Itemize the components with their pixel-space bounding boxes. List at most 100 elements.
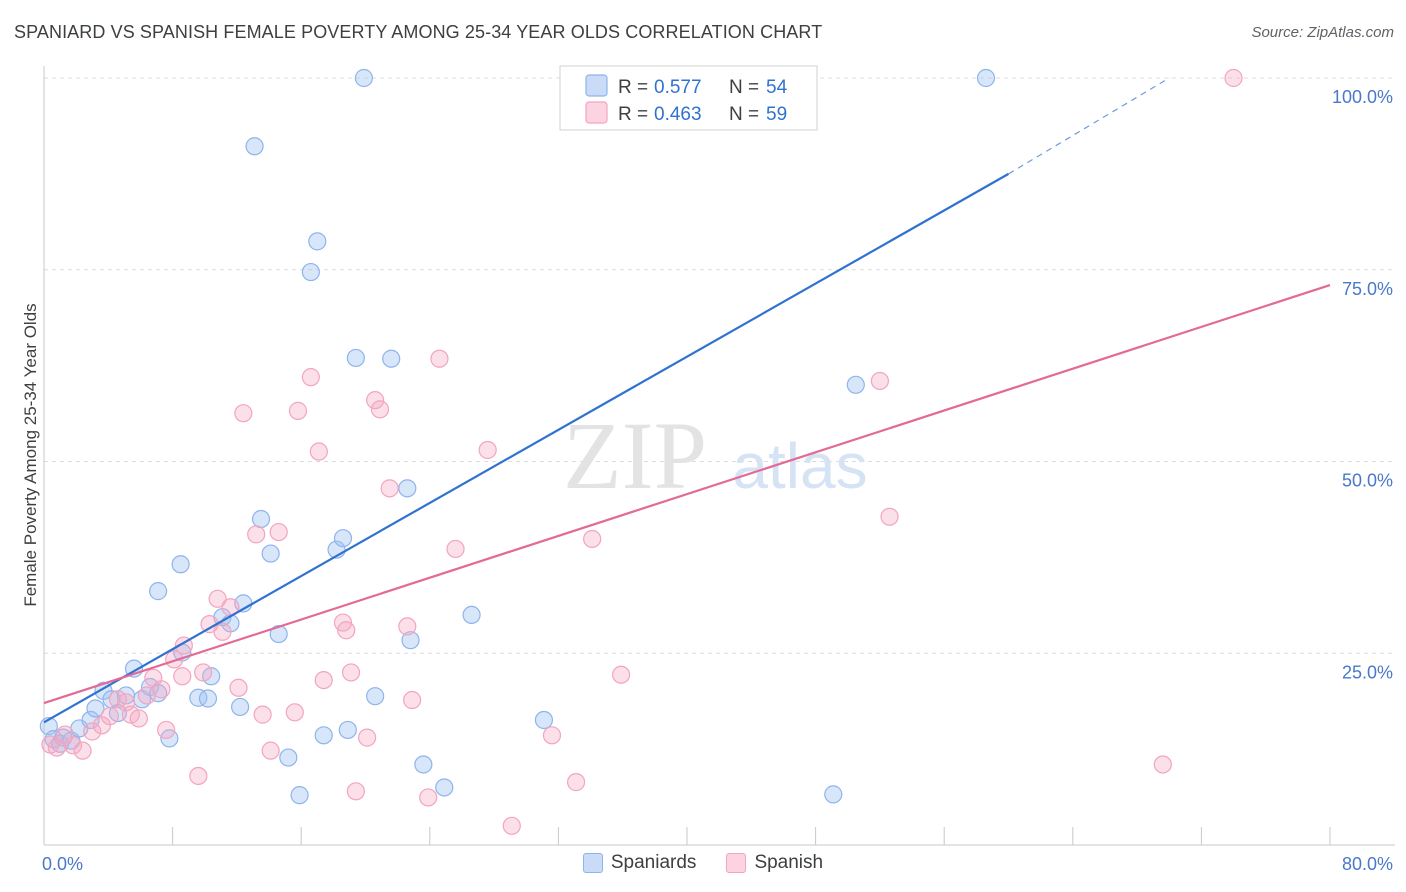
stats-r-value-1: 0.463 — [654, 104, 702, 125]
spanish-point-16 — [165, 650, 184, 669]
y-tick-label-2: 75.0% — [1342, 279, 1393, 299]
spaniards-point-35 — [314, 726, 333, 745]
spanish-point-52 — [566, 773, 586, 792]
spanish-point-58 — [1153, 755, 1172, 774]
spanish-point-41 — [366, 391, 385, 410]
spaniards-point-7 — [86, 699, 105, 718]
spanish-trend-line — [43, 284, 1331, 705]
spaniards-point-48 — [534, 710, 554, 730]
legend-item-spaniards: Spaniards — [582, 852, 697, 874]
stats-r-label-0: R = — [618, 77, 648, 98]
spanish-point-59 — [1224, 68, 1243, 88]
spanish-point-23 — [213, 622, 232, 641]
stats-r-label-1: R = — [618, 104, 648, 125]
source-label: Source: ZipAtlas.com — [1251, 24, 1394, 41]
series-legend: Spaniards Spanish — [0, 852, 1406, 874]
spaniards-point-33 — [301, 262, 320, 282]
spaniards-point-31 — [279, 748, 298, 767]
spaniards-point-37 — [333, 529, 353, 548]
spaniards-point-27 — [245, 137, 264, 156]
spaniards-point-25 — [231, 697, 250, 717]
spanish-point-57 — [880, 507, 899, 526]
x-tick-label-1: 80.0% — [1342, 854, 1393, 874]
spaniards-point-46 — [435, 778, 454, 797]
legend-label-spaniards: Spaniards — [610, 852, 697, 873]
spaniards-point-34 — [308, 232, 327, 251]
stats-n-value-1: 59 — [766, 104, 787, 125]
stats-n-label-0: N = — [729, 77, 759, 98]
spanish-point-26 — [234, 404, 253, 423]
stats-n-value-0: 54 — [766, 77, 788, 98]
spanish-point-44 — [398, 617, 417, 636]
spaniards-point-51 — [824, 785, 843, 804]
spaniards-point-43 — [398, 479, 417, 498]
spanish-point-38 — [341, 663, 361, 682]
spaniards-point-53 — [976, 68, 996, 88]
spanish-point-30 — [269, 522, 288, 542]
spanish-point-33 — [301, 368, 320, 387]
spaniards-point-41 — [366, 687, 385, 706]
spanish-point-25 — [229, 678, 248, 697]
spaniards-point-45 — [414, 755, 433, 774]
spanish-point-50 — [502, 816, 521, 835]
spaniards-point-44 — [401, 631, 420, 650]
y-tick-label-3: 100.0% — [1332, 87, 1393, 107]
series-spaniards-points — [39, 68, 996, 805]
spanish-point-17 — [173, 667, 192, 686]
spanish-point-51 — [542, 726, 562, 745]
spaniards-point-42 — [382, 349, 401, 368]
spanish-point-4 — [73, 741, 92, 760]
spanish-point-48 — [446, 539, 465, 559]
spanish-point-42 — [370, 400, 390, 419]
spaniards-point-39 — [346, 348, 365, 368]
spaniards-point-17 — [171, 555, 190, 574]
stats-n-label-1: N = — [729, 104, 759, 125]
y-tick-label-1: 50.0% — [1342, 471, 1393, 491]
spanish-point-43 — [380, 479, 399, 498]
spanish-point-7 — [100, 707, 120, 726]
spanish-point-39 — [346, 782, 365, 801]
spaniards-point-28 — [251, 509, 271, 529]
spanish-point-1 — [47, 738, 66, 757]
spanish-point-20 — [194, 663, 213, 682]
spaniards-point-29 — [261, 544, 280, 563]
spanish-point-56 — [870, 371, 890, 391]
spanish-point-47 — [430, 349, 449, 368]
spaniards-point-18 — [149, 582, 168, 601]
watermark-atlas: atlas — [732, 430, 867, 502]
x-tick-label-0: 0.0% — [42, 854, 83, 874]
y-axis-title: Female Poverty Among 25-34 Year Olds — [21, 303, 40, 606]
spanish-point-29 — [261, 741, 280, 760]
spanish-point-54 — [611, 665, 631, 684]
legend-label-spanish: Spanish — [754, 852, 824, 873]
chart-title: SPANIARD VS SPANISH FEMALE POVERTY AMONG… — [14, 22, 823, 42]
spaniards-point-52 — [846, 375, 865, 394]
stats-swatch-spaniards — [585, 74, 608, 97]
spanish-point-53 — [583, 529, 602, 549]
spaniards-point-47 — [462, 605, 481, 625]
spanish-point-32 — [288, 401, 308, 420]
spanish-point-14 — [152, 680, 171, 699]
spanish-point-46 — [419, 788, 438, 807]
spanish-point-34 — [309, 442, 328, 461]
spanish-point-45 — [403, 690, 422, 710]
axes — [43, 66, 1395, 846]
stats-swatch-spanish — [585, 101, 608, 124]
spanish-point-11 — [129, 709, 148, 728]
spaniards-point-38 — [338, 720, 357, 740]
spanish-point-35 — [314, 670, 333, 690]
watermark-zip: ZIP — [563, 402, 707, 509]
spaniards-point-40 — [354, 68, 373, 88]
spanish-point-19 — [189, 766, 208, 786]
stats-r-value-0: 0.577 — [654, 77, 702, 98]
legend-swatch-spanish — [726, 853, 747, 873]
spanish-point-49 — [478, 440, 497, 460]
spanish-point-37 — [337, 621, 356, 640]
spaniards-point-20 — [189, 688, 208, 707]
legend-item-spanish: Spanish — [726, 852, 823, 874]
y-tick-label-0: 25.0% — [1342, 662, 1393, 682]
spanish-point-5 — [83, 722, 102, 741]
spaniards-point-32 — [290, 786, 309, 805]
spaniards-trend-extension — [1008, 77, 1170, 175]
